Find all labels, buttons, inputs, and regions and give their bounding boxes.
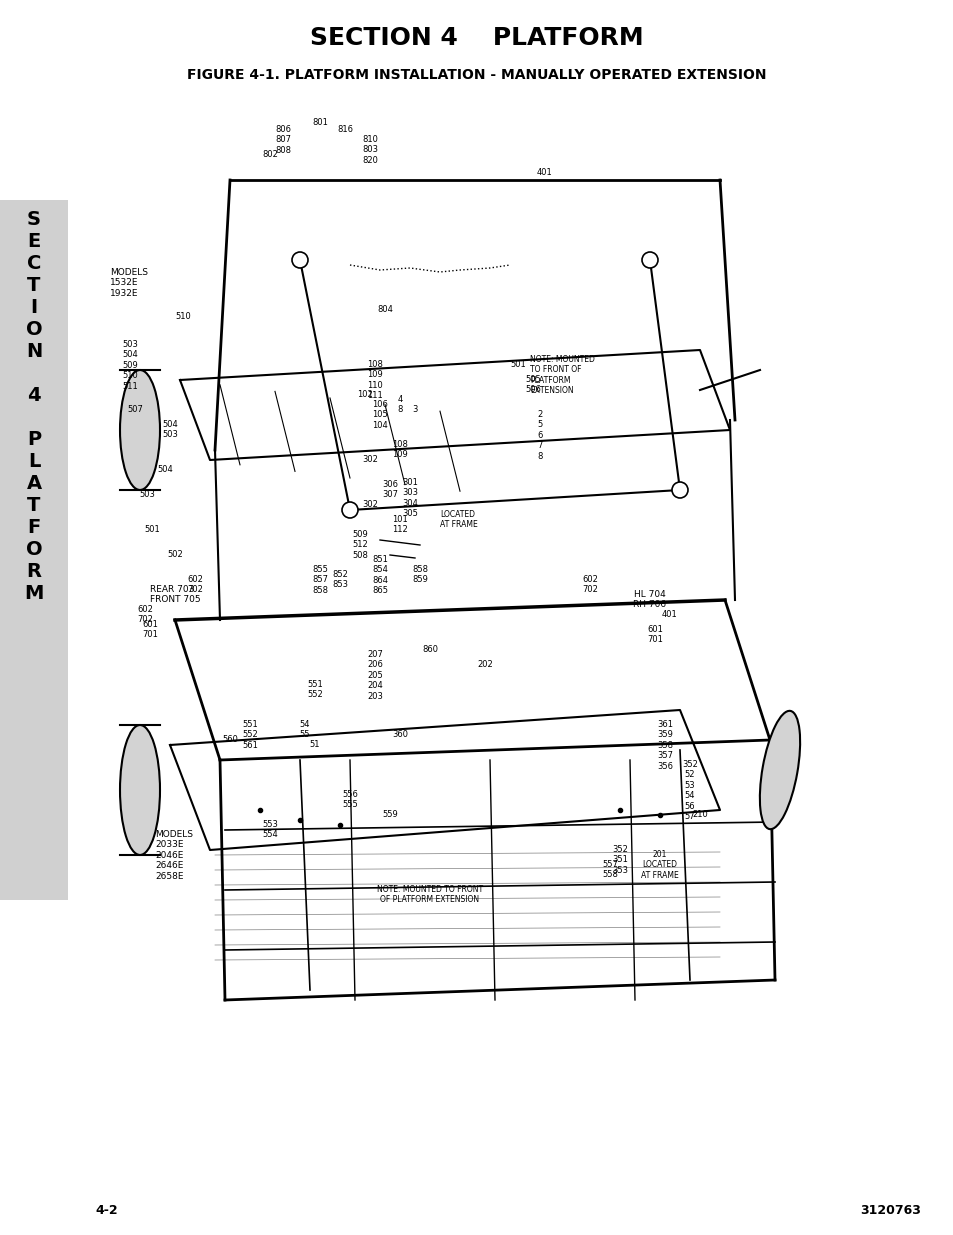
Text: REAR 703
FRONT 705: REAR 703 FRONT 705 [150, 585, 200, 604]
Text: 806
807
808: 806 807 808 [274, 125, 291, 154]
Text: 501: 501 [144, 525, 160, 534]
Text: 502: 502 [167, 550, 183, 559]
Text: 352
52
53
54
56
57: 352 52 53 54 56 57 [681, 760, 698, 821]
Ellipse shape [760, 711, 800, 829]
Text: 804: 804 [376, 305, 393, 314]
Text: MODELS
2033E
2046E
2646E
2658E: MODELS 2033E 2046E 2646E 2658E [154, 830, 193, 881]
Text: HL 704
RH 706: HL 704 RH 706 [633, 590, 666, 609]
Text: 855
857
858: 855 857 858 [312, 564, 328, 595]
Text: 557
558: 557 558 [601, 860, 618, 879]
Text: 504
503: 504 503 [162, 420, 178, 440]
Text: 503: 503 [139, 490, 154, 499]
Text: 556
555: 556 555 [342, 790, 357, 809]
Text: 302: 302 [362, 454, 377, 464]
Text: 801: 801 [312, 119, 328, 127]
Text: NOTE: MOUNTED
TO FRONT OF
PLATFORM
EXTENSION: NOTE: MOUNTED TO FRONT OF PLATFORM EXTEN… [530, 354, 595, 395]
Text: 560: 560 [222, 735, 237, 743]
Text: 509
512
508: 509 512 508 [352, 530, 368, 559]
Text: 302: 302 [362, 500, 377, 509]
Text: 3: 3 [412, 405, 417, 414]
Ellipse shape [120, 370, 160, 490]
Text: 401: 401 [537, 168, 553, 177]
Circle shape [671, 482, 687, 498]
Text: 505
506: 505 506 [524, 375, 540, 394]
Text: 860: 860 [421, 645, 437, 655]
Text: 210: 210 [691, 810, 707, 819]
Text: 2
5
6
7
8: 2 5 6 7 8 [537, 410, 542, 461]
Text: 201
LOCATED
AT FRAME: 201 LOCATED AT FRAME [640, 850, 679, 879]
Text: S
E
C
T
I
O
N

4

P
L
A
T
F
O
R
M: S E C T I O N 4 P L A T F O R M [24, 210, 44, 603]
Text: 101
112: 101 112 [392, 515, 408, 535]
Text: 802: 802 [262, 149, 277, 159]
Text: 551
552: 551 552 [307, 680, 322, 699]
Text: 108
109: 108 109 [392, 440, 408, 459]
Text: 601
701: 601 701 [142, 620, 158, 640]
Text: 601
701: 601 701 [646, 625, 662, 645]
Text: 507: 507 [127, 405, 143, 414]
Text: 810
803
820: 810 803 820 [361, 135, 377, 164]
Text: 503
504
509
510
511: 503 504 509 510 511 [122, 340, 138, 390]
Text: MODELS
1532E
1932E: MODELS 1532E 1932E [110, 268, 148, 298]
Text: 360: 360 [392, 730, 408, 739]
Circle shape [292, 252, 308, 268]
Text: FIGURE 4-1. PLATFORM INSTALLATION - MANUALLY OPERATED EXTENSION: FIGURE 4-1. PLATFORM INSTALLATION - MANU… [187, 68, 766, 82]
Text: 4
8: 4 8 [396, 395, 402, 415]
Text: 51: 51 [310, 740, 320, 748]
Text: 54
55: 54 55 [299, 720, 310, 740]
Text: 602
702: 602 702 [187, 576, 203, 594]
Text: 858
859: 858 859 [412, 564, 428, 584]
Text: 202: 202 [476, 659, 493, 669]
Text: 361
359
358
357
356: 361 359 358 357 356 [657, 720, 672, 771]
Text: 504: 504 [157, 466, 172, 474]
Text: 3120763: 3120763 [859, 1203, 920, 1216]
Text: 851
854
864
865: 851 854 864 865 [372, 555, 388, 595]
Text: 553
554: 553 554 [262, 820, 277, 840]
FancyBboxPatch shape [0, 200, 68, 900]
Text: 306
307: 306 307 [381, 480, 397, 499]
Text: 501: 501 [510, 359, 525, 369]
Text: 106
105
104: 106 105 104 [372, 400, 388, 430]
Text: 559: 559 [382, 810, 397, 819]
Text: NOTE: MOUNTED TO FRONT
OF PLATFORM EXTENSION: NOTE: MOUNTED TO FRONT OF PLATFORM EXTEN… [376, 885, 482, 904]
Text: 207
206
205
204
203: 207 206 205 204 203 [367, 650, 382, 700]
Text: 551
552
561: 551 552 561 [242, 720, 257, 750]
Text: 510: 510 [174, 312, 191, 321]
Text: 401: 401 [661, 610, 678, 619]
Circle shape [641, 252, 658, 268]
Text: 301
303
304
305: 301 303 304 305 [401, 478, 417, 519]
Text: 602
702: 602 702 [581, 576, 598, 594]
Text: 102: 102 [356, 390, 373, 399]
Text: 352
351
353: 352 351 353 [612, 845, 627, 874]
Text: 816: 816 [336, 125, 353, 135]
Ellipse shape [120, 725, 160, 855]
Circle shape [341, 501, 357, 517]
Text: 852
853: 852 853 [332, 571, 348, 589]
Text: 108
109
110
111: 108 109 110 111 [367, 359, 382, 400]
Text: LOCATED
AT FRAME: LOCATED AT FRAME [439, 510, 477, 530]
Text: 4-2: 4-2 [95, 1203, 117, 1216]
Text: SECTION 4    PLATFORM: SECTION 4 PLATFORM [310, 26, 643, 49]
Text: 602
702: 602 702 [137, 605, 152, 625]
